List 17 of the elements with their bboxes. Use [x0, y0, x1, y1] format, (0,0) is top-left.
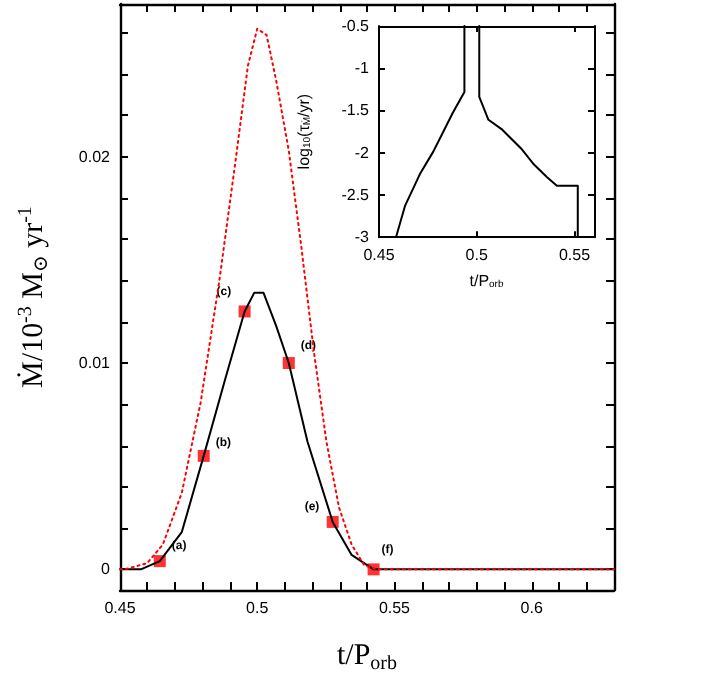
y-tick-label: 0.01 — [78, 354, 112, 373]
x-tick-label: 0.45 — [104, 599, 137, 617]
y-tick-label: -1 — [354, 59, 371, 78]
y-tick-label: 0 — [101, 560, 112, 579]
y-tick-label: -0.5 — [341, 17, 371, 35]
y-tick-label: -2.5 — [341, 185, 371, 204]
y-tick-label: 0.02 — [78, 147, 112, 166]
x-tick-label: 0.45 — [363, 246, 396, 265]
y-tick-label: -1.5 — [341, 101, 371, 120]
y-tick-label: -2 — [354, 143, 371, 162]
x-tick-label: 0.6 — [520, 599, 544, 617]
y-tick-label: -3 — [354, 228, 371, 247]
x-tick-label: 0.55 — [378, 599, 412, 617]
x-tick-label: 0.5 — [465, 246, 489, 265]
y-axis-title: Ṁ/10-3 M⊙ yr-1 — [15, 206, 53, 388]
x-tick-label: 0.55 — [558, 246, 592, 265]
x-tick-label: 0.5 — [246, 599, 270, 617]
